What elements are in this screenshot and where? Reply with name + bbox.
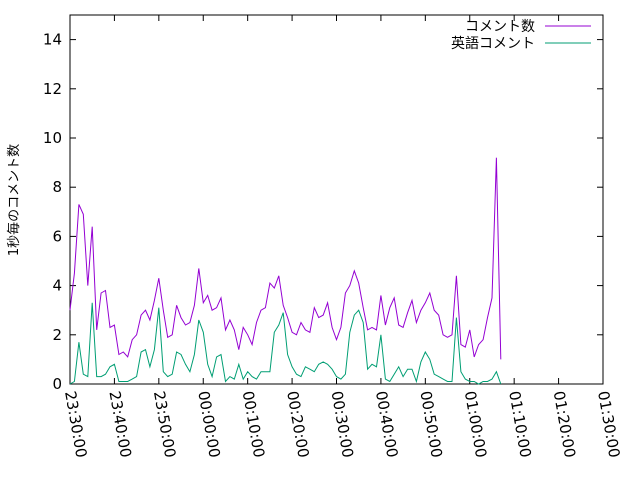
x-tick-label: 00:00:00 bbox=[194, 390, 223, 459]
x-tick-label: 00:10:00 bbox=[239, 390, 268, 459]
y-tick-label: 14 bbox=[43, 31, 62, 49]
y-tick-label: 4 bbox=[52, 277, 62, 295]
x-tick-label: 23:30:00 bbox=[61, 390, 90, 459]
x-tick-label: 00:50:00 bbox=[416, 390, 445, 459]
x-tick-label: 23:40:00 bbox=[105, 390, 134, 459]
series-layer bbox=[69, 157, 502, 385]
x-axis-ticks: 23:30:00 23:40:00 23:50:00 00:00:00 00:10:00… bbox=[61, 15, 623, 459]
x-tick-label: 01:30:00 bbox=[594, 390, 623, 459]
x-tick-label: 23:50:00 bbox=[150, 390, 179, 459]
y-tick-label: 12 bbox=[43, 80, 62, 98]
y-axis-label: 1秒毎のコメント数 bbox=[6, 144, 22, 256]
legend-label-1: 英語コメント bbox=[451, 35, 535, 52]
y-axis-ticks: 0 2 4 6 8 10 12 14 bbox=[43, 31, 603, 393]
plot-frame bbox=[69, 14, 604, 385]
y-tick-label: 0 bbox=[52, 375, 62, 393]
x-tick-label: 00:30:00 bbox=[328, 390, 357, 459]
x-tick-label: 01:20:00 bbox=[550, 390, 579, 459]
series-line-0 bbox=[69, 157, 502, 360]
x-tick-label: 00:40:00 bbox=[372, 390, 401, 459]
y-tick-label: 8 bbox=[52, 178, 62, 196]
legend-label-0: コメント数 bbox=[465, 19, 535, 35]
y-tick-label: 6 bbox=[52, 227, 62, 245]
x-tick-label: 01:10:00 bbox=[505, 390, 534, 459]
series-line-1 bbox=[69, 302, 502, 385]
y-tick-label: 2 bbox=[52, 326, 62, 344]
y-tick-label: 10 bbox=[43, 129, 62, 147]
x-tick-label: 00:20:00 bbox=[283, 390, 312, 459]
x-tick-label: 01:00:00 bbox=[461, 390, 490, 459]
